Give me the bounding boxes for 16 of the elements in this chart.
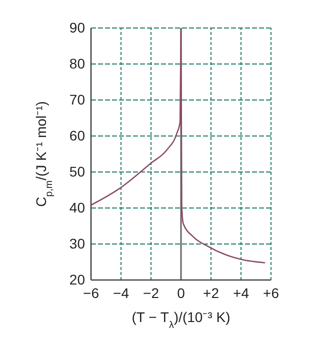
y-tick-label: 50 [69,163,86,180]
x-tick-label: +6 [263,284,280,301]
x-tick-label: +2 [203,284,220,301]
y-tick-label: 30 [69,235,86,252]
x-tick-label: −2 [143,284,160,301]
x-tick-label: +4 [233,284,250,301]
y-tick-label: 90 [69,19,86,36]
x-tick-label: 0 [177,284,186,301]
y-tick-label: 40 [69,199,86,216]
y-tick-label: 70 [69,91,86,108]
x-tick-label: −4 [113,284,130,301]
x-tick-label: −6 [83,284,100,301]
y-tick-label: 80 [69,55,86,72]
x-axis-title: (T − T$_{λ}$)/(10⁻³ K) [132,309,230,330]
y-tick-label: 20 [69,271,86,288]
y-tick-label: 60 [69,127,86,144]
